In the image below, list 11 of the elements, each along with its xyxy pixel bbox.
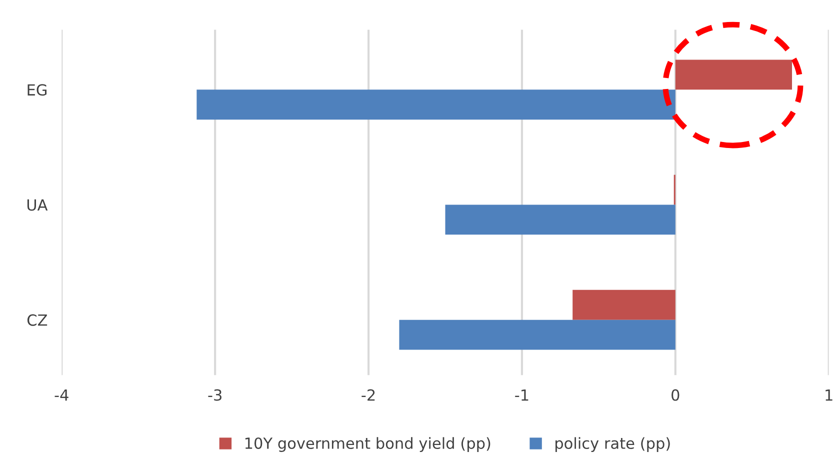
- x-tick-label: -1: [515, 389, 528, 401]
- y-tick-label: UA: [27, 199, 48, 211]
- y-tick-label: CZ: [27, 314, 48, 326]
- x-tick-label: 1: [826, 389, 832, 401]
- x-tick-label: 0: [672, 389, 680, 401]
- x-tick-label: -4: [54, 389, 68, 401]
- legend-label: 10Y government bond yield (pp): [245, 437, 490, 452]
- x-tick-label: -3: [208, 389, 222, 401]
- x-tick-label: -2: [362, 389, 375, 401]
- legend-label: policy rate (pp): [556, 437, 670, 452]
- y-tick-label: EG: [28, 84, 46, 96]
